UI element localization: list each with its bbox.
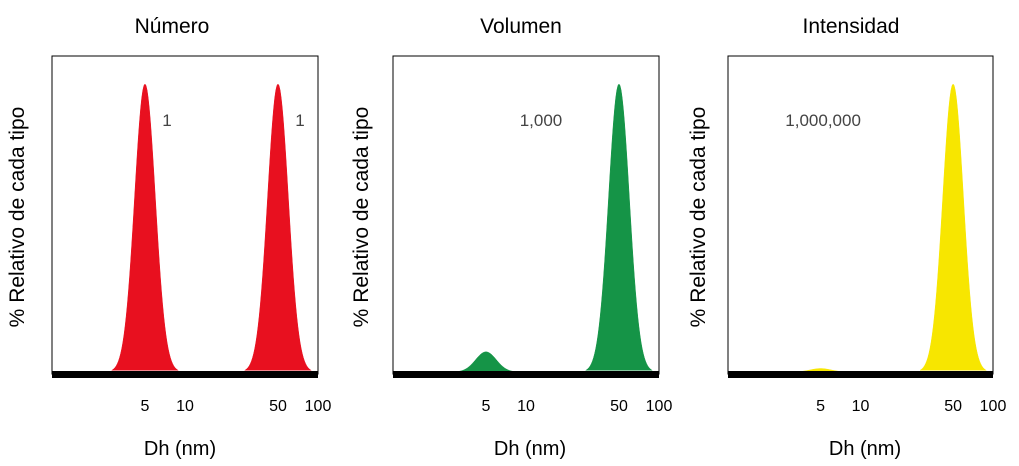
x-tick-label: 10 (517, 398, 535, 415)
peak-1 (584, 83, 654, 371)
peak-label-1: 1,000 (520, 111, 563, 130)
x-tick-label: 50 (610, 398, 628, 415)
x-tick-label: 5 (141, 398, 150, 415)
peak-label-1: 1 (295, 111, 304, 130)
chart-panel-2: 1,000,000 5 10 50 100 Intensidad % Relativo de… (687, 15, 1006, 460)
peak-label-0: 1 (162, 111, 171, 130)
x-tick-label: 100 (980, 398, 1007, 415)
x-tick-label: 50 (269, 398, 287, 415)
x-axis-label: Dh (nm) (144, 438, 216, 460)
x-tick-label: 100 (646, 398, 673, 415)
chart-title: Volumen (480, 15, 562, 38)
x-axis-bar (52, 371, 318, 378)
x-axis-bar (728, 371, 993, 378)
peak-0 (110, 83, 180, 371)
chart-title: Intensidad (803, 15, 900, 38)
chart-panel-1: 1,000 5 10 50 100 Volumen % Relativo de cada t… (350, 15, 672, 460)
x-tick-label: 5 (816, 398, 825, 415)
x-tick-label: 10 (176, 398, 194, 415)
y-axis-label: % Relativo de cada tipo (350, 107, 373, 328)
x-tick-label: 100 (305, 398, 332, 415)
y-axis-label: % Relativo de cada tipo (687, 107, 710, 328)
x-tick-label: 50 (944, 398, 962, 415)
chart-panel-0: 1 1 5 10 50 100 Número % Relativo de cada tipo D… (6, 15, 331, 460)
peak-0 (452, 351, 520, 373)
x-tick-label: 10 (852, 398, 870, 415)
x-axis-label: Dh (nm) (494, 438, 566, 460)
x-axis-bar (393, 371, 659, 378)
y-axis-label: % Relativo de cada tipo (6, 107, 29, 328)
peak-1 (919, 83, 988, 371)
peak-label-1: 1,000,000 (785, 111, 861, 130)
chart-title: Número (135, 15, 210, 38)
peak-1 (243, 83, 313, 371)
x-tick-label: 5 (482, 398, 491, 415)
x-axis-label: Dh (nm) (829, 438, 901, 460)
